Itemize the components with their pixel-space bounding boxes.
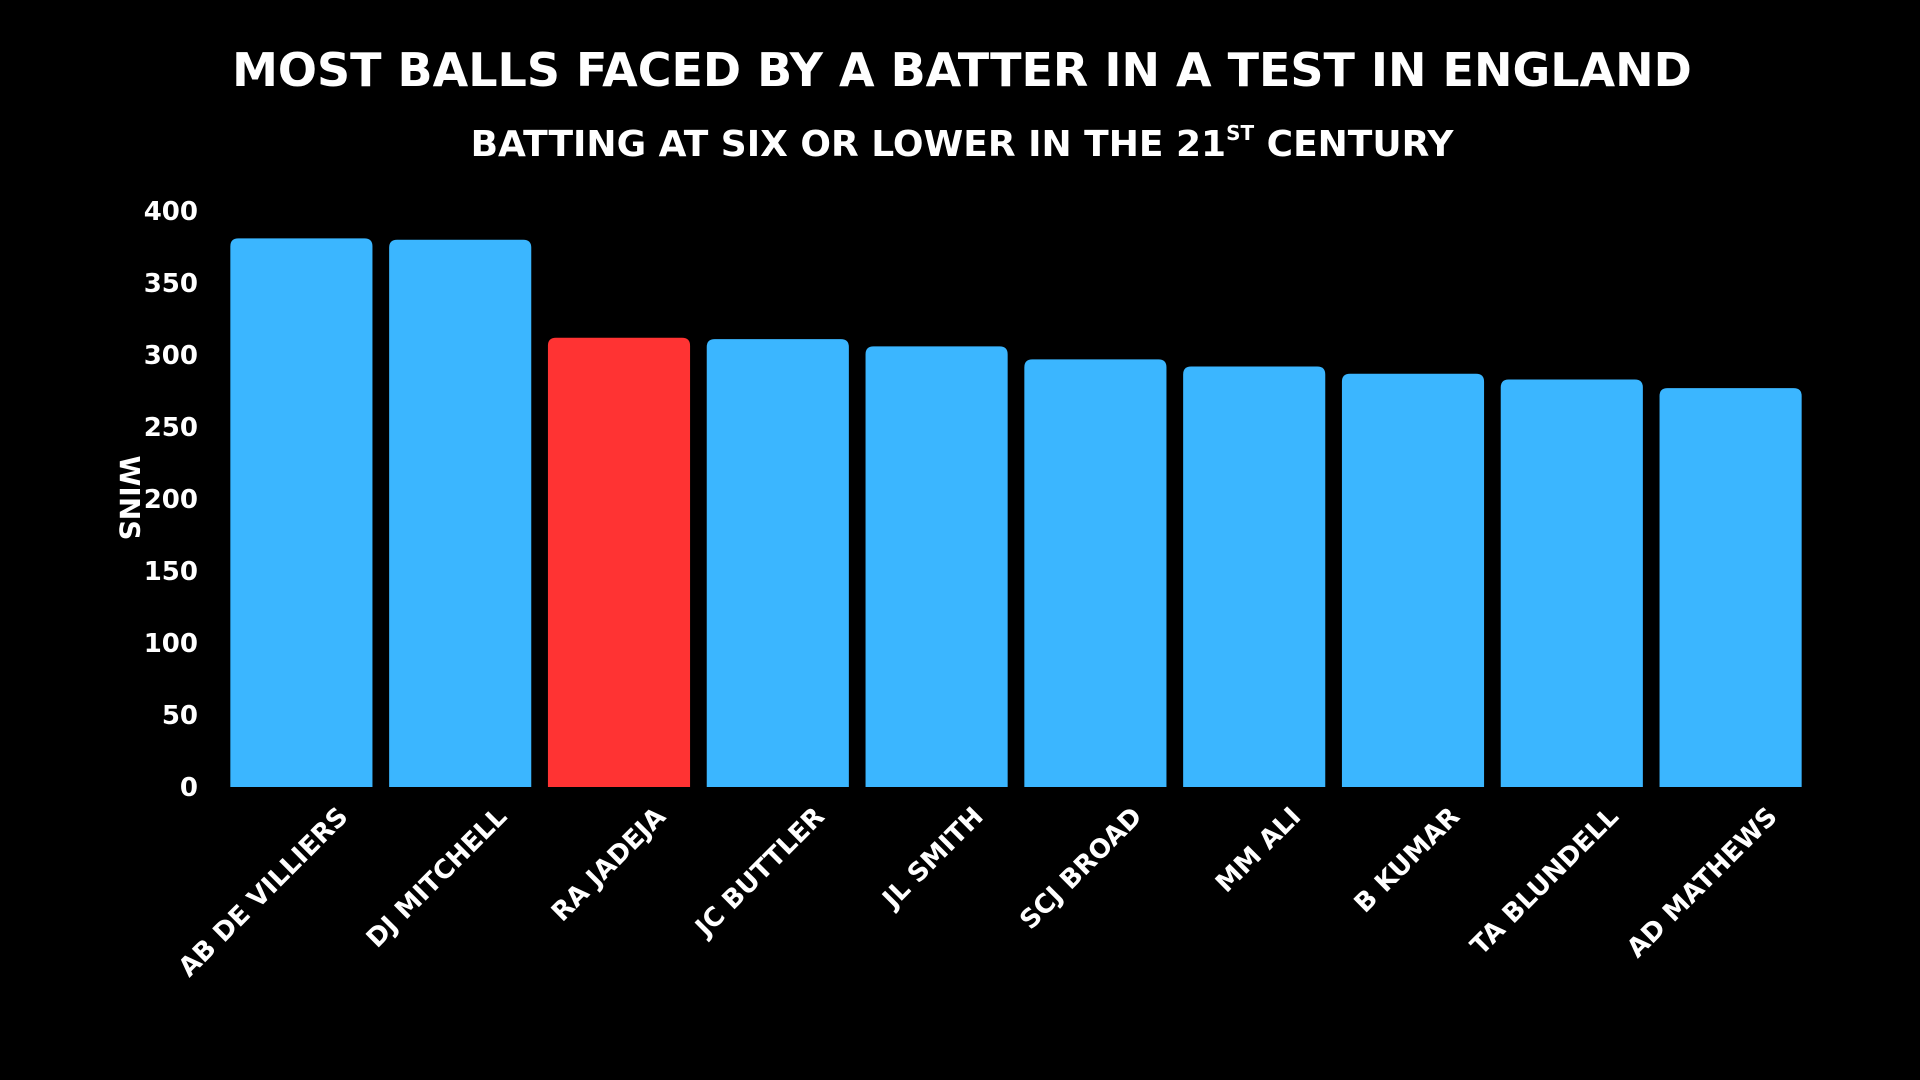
x-tick-label: MM ALI [1210, 802, 1307, 899]
y-tick-label: 300 [144, 341, 198, 371]
y-axis-ticks: 0 50 100 150 200 250 300 350 400 [144, 197, 198, 803]
chart-title: MOST BALLS FACED BY A BATTER IN A TEST I… [232, 43, 1692, 97]
chart-subtitle: BATTING AT SIX OR LOWER IN THE 21ST CENT… [471, 121, 1455, 165]
chart-subtitle-main: BATTING AT SIX OR LOWER IN THE 21 [471, 124, 1226, 165]
bars-group [230, 238, 1802, 788]
x-tick-label: TA BLUNDELL [1465, 802, 1625, 962]
x-tick-label: JC BUTTLER [689, 802, 831, 944]
bar [1659, 388, 1802, 787]
y-tick-label: 350 [144, 269, 198, 299]
y-tick-label: 50 [162, 701, 198, 731]
bar [389, 239, 532, 788]
x-tick-label: AD MATHEWS [1621, 802, 1783, 964]
chart-subtitle-end: CENTURY [1254, 124, 1454, 165]
y-tick-label: 200 [144, 485, 198, 515]
bar [1024, 359, 1167, 787]
x-tick-label: RA JADEJA [546, 802, 672, 928]
bar [865, 346, 1008, 787]
y-tick-label: 0 [180, 773, 198, 803]
bar [230, 238, 373, 788]
bar [706, 339, 849, 787]
y-tick-label: 100 [144, 629, 198, 659]
bar [547, 337, 691, 787]
bar [1500, 379, 1643, 787]
bar [1341, 373, 1485, 787]
y-tick-label: 400 [144, 197, 198, 227]
x-tick-label: DJ MITCHELL [361, 802, 513, 954]
x-tick-label: AB DE VILLIERS [173, 802, 354, 983]
chart-subtitle-sup: ST [1226, 121, 1254, 145]
y-tick-label: 250 [144, 413, 198, 443]
x-tick-label: SCJ BROAD [1014, 802, 1148, 936]
bar [1183, 366, 1326, 787]
y-axis-label: WINS [113, 456, 146, 541]
y-tick-label: 150 [144, 557, 198, 587]
x-tick-label: B KUMAR [1349, 802, 1466, 919]
x-tick-label: JL SMITH [876, 802, 990, 916]
category-labels: AB DE VILLIERS DJ MITCHELL RA JADEJA JC BUT… [173, 802, 1784, 983]
